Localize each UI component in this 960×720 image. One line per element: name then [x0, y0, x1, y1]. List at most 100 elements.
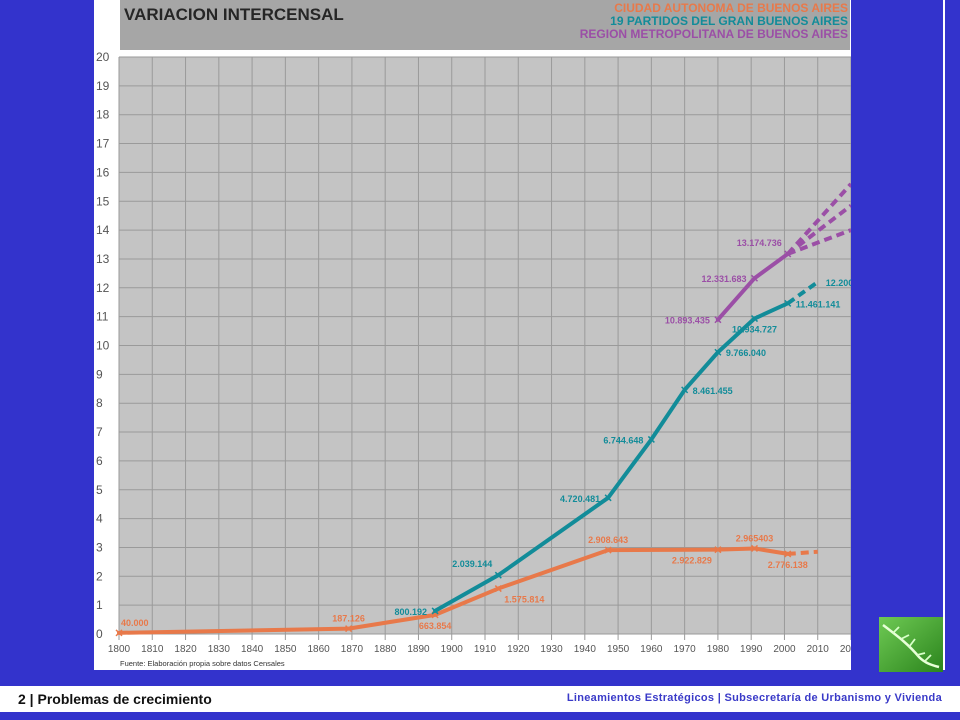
- data-point: [604, 546, 612, 554]
- y-tick-label: 11: [96, 310, 109, 324]
- x-tick-label: 2010: [807, 644, 830, 655]
- y-tick-label: 8: [96, 396, 103, 410]
- y-tick-label: 16: [96, 165, 110, 179]
- x-tick-label: 1920: [507, 644, 530, 655]
- y-tick-label: 14: [96, 223, 110, 237]
- data-point: [784, 550, 792, 558]
- data-point: [714, 546, 722, 554]
- y-tick-label: 3: [96, 540, 103, 554]
- x-tick-label: 1850: [274, 644, 297, 655]
- footer-separator: |: [717, 692, 722, 704]
- y-tick-label: 7: [96, 425, 103, 439]
- x-tick-label: 2000: [773, 644, 796, 655]
- legend-item-partidos: 19 PARTIDOS DEL GRAN BUENOS AIRES: [610, 14, 848, 28]
- source-note: Fuente: Elaboración propia sobre datos C…: [120, 659, 285, 668]
- footer-credit-a: Lineamientos Estratégicos: [566, 692, 715, 704]
- x-tick-label: 1990: [740, 644, 763, 655]
- data-point: [431, 607, 439, 615]
- y-tick-label: 1: [96, 598, 103, 612]
- footer-slide-title: 2 | Problemas de crecimiento: [18, 691, 212, 707]
- x-tick-label: 1930: [540, 644, 563, 655]
- x-tick-label: 1970: [674, 644, 697, 655]
- data-point: [714, 316, 722, 324]
- data-label: 9.766.040: [726, 348, 766, 358]
- footer-bar: 2 | Problemas de crecimiento Lineamiento…: [0, 686, 960, 712]
- x-tick-label: 1860: [308, 644, 331, 655]
- data-label: 10.934.727: [732, 325, 777, 335]
- right-side-bar: [851, 0, 943, 670]
- x-tick-label: 1800: [108, 644, 131, 655]
- data-label: 2.776.138: [768, 560, 808, 570]
- data-label: 2.039.144: [452, 559, 492, 569]
- x-tick-label: 1910: [474, 644, 497, 655]
- data-label: 2.922.829: [672, 556, 712, 566]
- data-label: 663.854: [419, 621, 452, 631]
- footer-credit-b: Subsecretaría de Urbanismo y Vivienda: [724, 692, 942, 704]
- data-point: [750, 544, 759, 552]
- y-tick-label: 0: [96, 627, 103, 641]
- data-point: [750, 315, 759, 323]
- x-tick-label: 1960: [640, 644, 663, 655]
- legend: CIUDAD AUTONOMA DE BUENOS AIRES 19 PARTI…: [580, 2, 848, 41]
- line-chart: 1800 1810 1820 1830 1840 1850 1860 1870 1880 1890…: [96, 50, 904, 668]
- data-label: 4.720.481: [560, 494, 600, 504]
- x-tick-label: 1980: [707, 644, 730, 655]
- right-edge-line: [943, 0, 945, 670]
- data-point: [714, 348, 722, 356]
- data-label: 11.461.141: [796, 299, 841, 309]
- data-label: 2.965403: [736, 533, 774, 543]
- y-tick-label: 13: [96, 252, 110, 266]
- legend-item-ciudad: CIUDAD AUTONOMA DE BUENOS AIRES: [614, 1, 848, 15]
- data-label: 13.174.736: [737, 238, 782, 248]
- y-tick-label: 17: [96, 137, 110, 151]
- x-tick-label: 1940: [574, 644, 597, 655]
- y-tick-label: 20: [96, 50, 110, 64]
- data-label: 12.331.683: [701, 274, 746, 284]
- x-tick-label: 1830: [208, 644, 231, 655]
- y-tick-label: 12: [96, 281, 110, 295]
- data-label: 800.192: [395, 607, 428, 617]
- x-tick-label: 1840: [241, 644, 264, 655]
- data-label: 10.893.435: [665, 316, 710, 326]
- data-point: [784, 299, 792, 307]
- y-tick-label: 19: [96, 79, 110, 93]
- data-label: 1.575.814: [504, 595, 544, 605]
- data-label: 40.000: [121, 618, 149, 628]
- data-point: [681, 386, 689, 394]
- data-label: 2.908.643: [588, 535, 628, 545]
- projection-line: [786, 182, 853, 256]
- data-point: [604, 494, 612, 502]
- x-tick-label: 1950: [607, 644, 630, 655]
- data-point: [647, 435, 655, 443]
- data-label: 6.744.648: [603, 435, 643, 445]
- projection-line: [786, 203, 853, 256]
- x-tick-label: 1810: [141, 644, 164, 655]
- y-tick-label: 18: [96, 108, 110, 122]
- projection-line: [787, 228, 852, 256]
- data-label: 187.126: [332, 614, 365, 624]
- x-tick-label: 1880: [374, 644, 397, 655]
- x-tick-label: 1820: [174, 644, 197, 655]
- data-point: [345, 625, 353, 633]
- y-tick-label: 6: [96, 454, 103, 468]
- chart-title: VARIACION INTERCENSAL: [124, 5, 344, 24]
- legend-item-region: REGION METROPOLITANA DE BUENOS AIRES: [579, 27, 848, 41]
- data-label: 8.461.455: [693, 386, 733, 396]
- series-line: [433, 301, 790, 613]
- data-point: [494, 585, 502, 593]
- data-point: [784, 250, 792, 258]
- data-label: 12.200.000: [826, 278, 871, 288]
- x-tick-label: 1870: [341, 644, 364, 655]
- footer-credits: Lineamientos Estratégicos | Subsecretarí…: [567, 692, 942, 704]
- y-tick-label: 15: [96, 194, 110, 208]
- y-tick-label: 5: [96, 483, 103, 497]
- series-line: [117, 546, 790, 635]
- data-point: [494, 571, 502, 579]
- data-point: [115, 629, 123, 637]
- leaf-logo-icon: [879, 617, 943, 672]
- x-tick-label: 1890: [407, 644, 430, 655]
- projection-line: [787, 549, 818, 556]
- projection-line: [786, 280, 819, 305]
- data-point: [750, 274, 759, 282]
- y-tick-label: 9: [96, 367, 103, 381]
